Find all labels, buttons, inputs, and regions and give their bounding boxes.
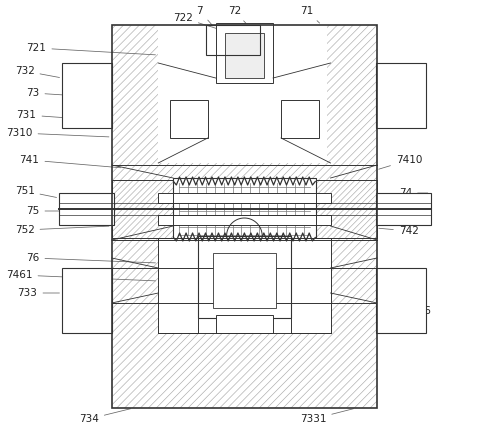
Text: 745: 745 [379,268,419,278]
Bar [376,193,430,225]
Bar [112,180,173,238]
Text: 76: 76 [26,253,156,263]
Bar [225,33,264,78]
Bar [158,193,330,203]
Bar [112,25,377,408]
Text: 734: 734 [79,409,131,424]
Text: 7310: 7310 [6,128,109,138]
Text: 71: 71 [300,6,320,23]
Bar [158,215,330,225]
Bar [216,315,273,333]
Bar [206,25,260,55]
Text: 74: 74 [399,188,428,198]
Text: 7: 7 [197,6,213,26]
Bar [206,25,260,55]
Text: 742: 742 [379,226,419,236]
Text: 75: 75 [26,206,109,216]
Text: 743: 743 [379,208,419,218]
Bar [112,25,377,408]
Bar [170,100,208,138]
Bar [158,23,327,163]
Text: 7331: 7331 [300,409,354,424]
Text: 751: 751 [14,186,57,197]
Bar [316,180,377,238]
Text: 733: 733 [17,288,59,298]
Bar [216,23,273,83]
Text: 7461: 7461 [6,270,156,281]
Bar [291,238,330,333]
Text: 721: 721 [27,43,156,55]
Text: 741: 741 [20,155,121,168]
Text: 72: 72 [228,6,248,26]
Bar [158,236,330,333]
Bar [376,63,426,128]
Bar [213,253,276,308]
Bar [376,268,426,333]
Bar [206,25,260,55]
Bar [112,180,173,238]
Text: 744: 744 [379,286,419,296]
Bar [316,180,377,238]
Bar [62,268,112,333]
Text: 722: 722 [173,13,222,30]
Text: 732: 732 [14,66,59,78]
Bar [158,238,198,333]
Bar [198,236,291,318]
Text: 731: 731 [16,110,109,121]
Text: 73: 73 [26,88,109,98]
Text: 746: 746 [394,306,431,316]
Bar [112,25,377,408]
Bar [62,63,112,128]
Bar [316,180,377,238]
Text: 752: 752 [14,225,109,235]
Text: 7410: 7410 [379,155,422,169]
Bar [59,193,114,225]
Bar [173,178,316,240]
Bar [281,100,319,138]
Bar [112,180,173,238]
